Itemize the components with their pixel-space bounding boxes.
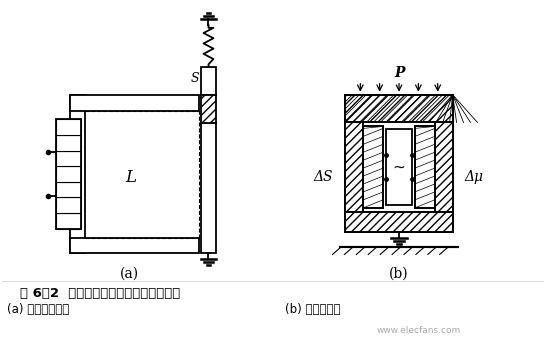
- Text: ~: ~: [393, 160, 405, 174]
- Text: 图 6－2  变磁阻式电磁传感器的各种形式: 图 6－2 变磁阻式电磁传感器的各种形式: [20, 287, 180, 300]
- Bar: [56, 151, 81, 166]
- Bar: [69, 95, 86, 253]
- Bar: [363, 126, 383, 208]
- Bar: [69, 237, 199, 253]
- Text: Δμ: Δμ: [465, 170, 484, 184]
- Bar: [346, 95, 453, 122]
- Bar: [346, 95, 453, 122]
- Bar: [435, 122, 453, 212]
- Bar: [56, 197, 81, 213]
- Bar: [200, 67, 216, 95]
- Text: (b) 变磁导率式: (b) 变磁导率式: [285, 303, 340, 316]
- Bar: [69, 95, 199, 110]
- Bar: [346, 122, 363, 212]
- Bar: [346, 212, 453, 232]
- Text: (b): (b): [389, 266, 409, 280]
- Bar: [386, 129, 412, 205]
- Bar: [56, 166, 81, 182]
- Bar: [346, 95, 453, 122]
- Text: www.elecfans.com: www.elecfans.com: [377, 326, 461, 335]
- Bar: [346, 212, 453, 232]
- Bar: [56, 182, 81, 197]
- Bar: [415, 126, 435, 208]
- Bar: [56, 213, 81, 229]
- Bar: [200, 123, 216, 253]
- Bar: [415, 126, 435, 208]
- Text: (a) 变气隙面积式: (a) 变气隙面积式: [7, 303, 69, 316]
- Bar: [435, 122, 453, 212]
- Bar: [200, 95, 216, 123]
- Bar: [56, 119, 81, 229]
- Bar: [363, 126, 383, 208]
- Text: ΔS: ΔS: [314, 170, 334, 184]
- Bar: [56, 135, 81, 151]
- Text: (a): (a): [120, 266, 139, 280]
- Bar: [56, 119, 81, 135]
- Text: L: L: [126, 169, 136, 186]
- Bar: [346, 122, 363, 212]
- Text: S: S: [191, 72, 199, 85]
- Text: P: P: [394, 66, 404, 80]
